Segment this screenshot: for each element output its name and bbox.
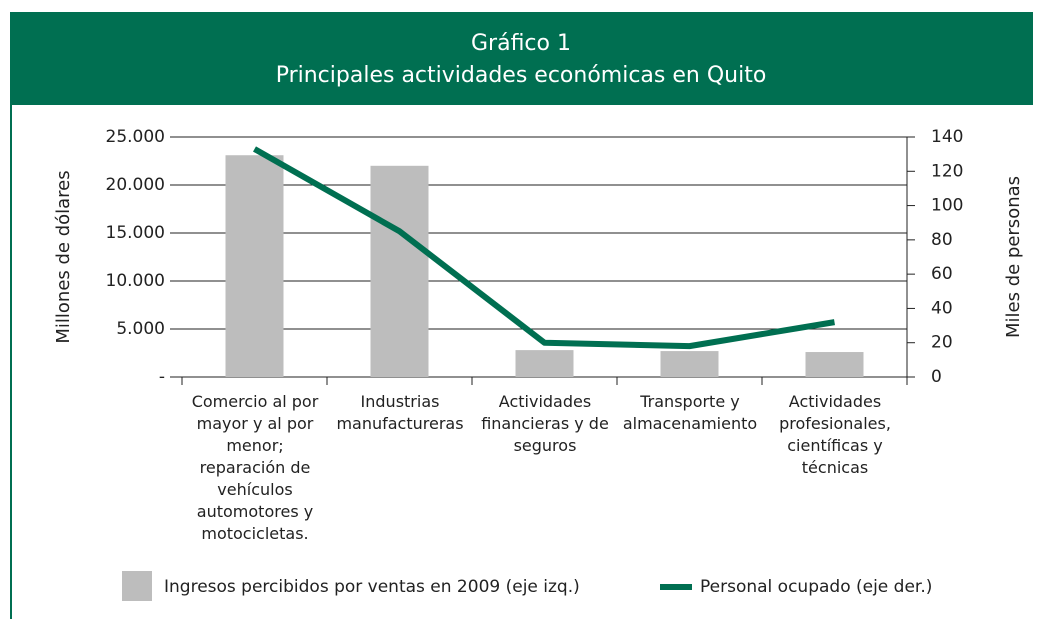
bar — [225, 155, 284, 377]
y-tick-label: - — [159, 367, 165, 387]
y-axis-title: Millones de dólares — [53, 170, 74, 343]
y-tick-label: 15.000 — [106, 223, 165, 243]
y2-tick-label: 60 — [931, 264, 953, 284]
bar — [515, 350, 574, 377]
legend-label: Ingresos percibidos por ventas en 2009 (… — [164, 577, 580, 597]
x-tick-label: Industrias manufactureras — [336, 392, 464, 433]
y2-tick-label: 140 — [931, 127, 963, 147]
x-tick-label: Transporte y almacenamiento — [622, 392, 758, 433]
line — [253, 146, 835, 350]
y2-tick-label: 40 — [931, 298, 953, 318]
x-tick-label: Actividades profesionales, científicas y… — [779, 392, 891, 477]
y2-tick-label: 0 — [931, 367, 942, 387]
x-tick-label: Comercio al por mayor y al por menor; re… — [191, 392, 319, 543]
y2-tick-label: 20 — [931, 333, 953, 353]
y2-tick-label: 120 — [931, 161, 963, 181]
y-tick-label: 5.000 — [116, 319, 165, 339]
chart-subtitle: Principales actividades económicas en Qu… — [276, 63, 767, 88]
bar — [370, 165, 429, 377]
legend-swatch — [122, 571, 152, 601]
chart-title: Gráfico 1 — [471, 31, 571, 56]
x-tick-label: Actividades financieras y de seguros — [481, 392, 609, 455]
bar — [660, 351, 719, 377]
y-tick-label: 25.000 — [106, 127, 165, 147]
y-tick-label: 10.000 — [106, 271, 165, 291]
y2-tick-label: 100 — [931, 196, 963, 216]
y2-axis-title: Miles de personas — [1003, 176, 1024, 338]
header-band — [10, 12, 1033, 105]
legend-label: Personal ocupado (eje der.) — [700, 577, 932, 597]
y2-tick-label: 80 — [931, 230, 953, 250]
y-tick-label: 20.000 — [106, 175, 165, 195]
bar — [805, 352, 864, 377]
